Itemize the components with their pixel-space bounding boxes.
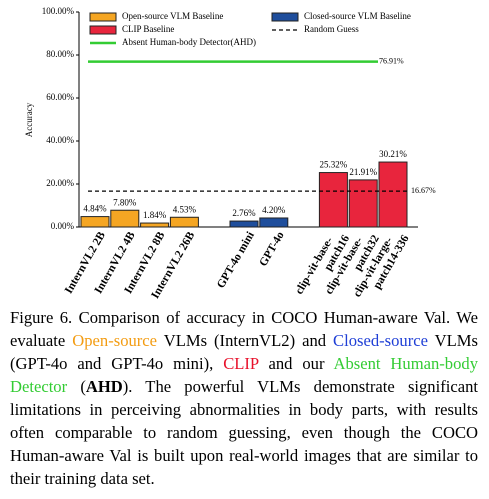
legend-swatch [89, 25, 117, 35]
y-tick-label: 80.00% [46, 49, 74, 59]
data-label: 25.32% [320, 160, 348, 170]
legend-label: Closed-source VLM Baseline [304, 11, 411, 21]
caption-text: and our [258, 354, 334, 373]
bar [110, 209, 140, 228]
legend-label: Absent Human-body Detector(AHD) [122, 37, 256, 47]
caption-text: VLMs (GPT-4o and GPT-4o mini), [10, 331, 478, 373]
caption-text: Absent Human-body Detector [10, 354, 478, 396]
caption-text: Open-source [72, 331, 158, 350]
data-label: 7.80% [113, 197, 137, 207]
bar [259, 217, 289, 228]
legend-label: Open-source VLM Baseline [122, 11, 223, 21]
y-tick-label: 40.00% [46, 135, 74, 145]
legend-swatch [89, 12, 117, 22]
caption-text: CLIP [223, 354, 259, 373]
reference-label: 76.91% [379, 56, 404, 65]
bar [169, 216, 199, 228]
legend-label: CLIP Baseline [122, 24, 174, 34]
bar [348, 179, 378, 228]
y-axis-label: Accuracy [24, 102, 34, 137]
caption-text: Figure 6. Comparison of accuracy in COCO… [10, 308, 478, 350]
chart: Accuracy 0.00% 20.00% 40.00% 60.00% 80.00% 10… [24, 6, 436, 301]
caption-text: ). The powerful VLMs demonstrate signifi… [10, 377, 478, 488]
caption-text: VLMs (InternVL2) and [157, 331, 334, 350]
bar [378, 161, 408, 228]
y-tick-label: 20.00% [46, 178, 74, 188]
bar [140, 222, 170, 228]
reference-label: 16.67% [411, 186, 436, 195]
data-label: 4.53% [173, 204, 197, 214]
caption-text: AHD [85, 377, 123, 396]
bar [80, 216, 110, 228]
data-label: 1.84% [143, 210, 167, 220]
caption: Figure 6. Comparison of accuracy in COCO… [10, 306, 478, 490]
x-tick-label: GPT-4o [257, 230, 286, 269]
y-tick-label: 0.00% [51, 221, 75, 231]
data-label: 21.91% [349, 167, 377, 177]
y-tick-label: 60.00% [46, 92, 74, 102]
caption-text: Closed-source [333, 331, 428, 350]
x-tick-label: GPT-4o mini [215, 229, 257, 290]
legend-label: Random Guess [304, 24, 359, 34]
legend-swatch [271, 12, 299, 22]
bar [229, 220, 259, 228]
data-label: 4.20% [262, 205, 286, 215]
caption-text: ( [67, 377, 86, 396]
data-label: 4.84% [83, 204, 107, 214]
data-label: 2.76% [232, 208, 256, 218]
data-label: 30.21% [379, 149, 407, 159]
bar [318, 172, 348, 228]
legend: Open-source VLM Baseline Closed-source VL… [89, 11, 411, 47]
y-tick-label: 100.00% [42, 6, 75, 16]
